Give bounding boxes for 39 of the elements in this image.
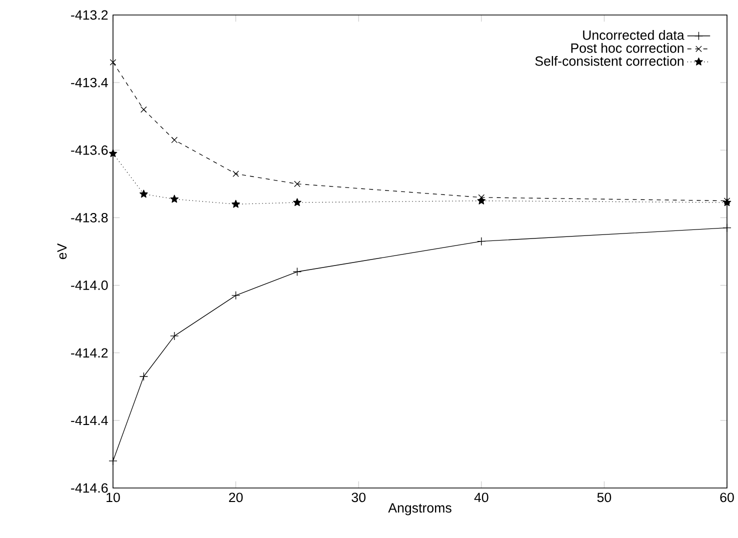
y-tick-label: -414.6 xyxy=(71,483,108,493)
x-tick-label: 10 xyxy=(106,492,120,502)
x-tick-label: 50 xyxy=(597,492,612,502)
y-tick-label: -413.6 xyxy=(71,145,108,155)
point xyxy=(140,106,147,113)
point xyxy=(232,200,240,208)
point xyxy=(170,194,179,203)
x-tick-label: 20 xyxy=(229,492,243,502)
point xyxy=(232,170,239,177)
point xyxy=(722,198,732,206)
point xyxy=(477,237,486,246)
point xyxy=(724,198,730,204)
point xyxy=(108,149,118,158)
y-tick-label: -413.8 xyxy=(71,212,108,222)
point xyxy=(108,456,118,466)
x-tick-label: 40 xyxy=(474,492,488,502)
point xyxy=(110,59,116,66)
y-tick-label: -413.2 xyxy=(71,10,108,20)
point xyxy=(477,196,486,204)
point xyxy=(140,190,148,198)
legend-label: Post hoc correction xyxy=(571,43,684,53)
point xyxy=(292,267,302,276)
legend-label: Uncorrected data xyxy=(583,30,684,40)
x-axis-title: Angstroms xyxy=(388,503,452,516)
y-tick-label: -414.0 xyxy=(71,280,108,290)
y-axis-title: eV xyxy=(57,243,67,260)
y-tick-label: -413.4 xyxy=(71,78,108,88)
point xyxy=(170,332,179,340)
y-tick-label: -414.2 xyxy=(71,348,108,358)
legend-label: Self-consistent correction xyxy=(535,56,684,66)
point xyxy=(293,198,302,206)
point xyxy=(139,372,148,381)
point xyxy=(294,180,300,188)
y-tick-label: -414.4 xyxy=(71,416,108,425)
point xyxy=(722,224,732,232)
point xyxy=(171,136,178,144)
point xyxy=(231,291,240,300)
x-tick-label: 30 xyxy=(352,492,366,502)
x-tick-label: 60 xyxy=(720,492,734,502)
